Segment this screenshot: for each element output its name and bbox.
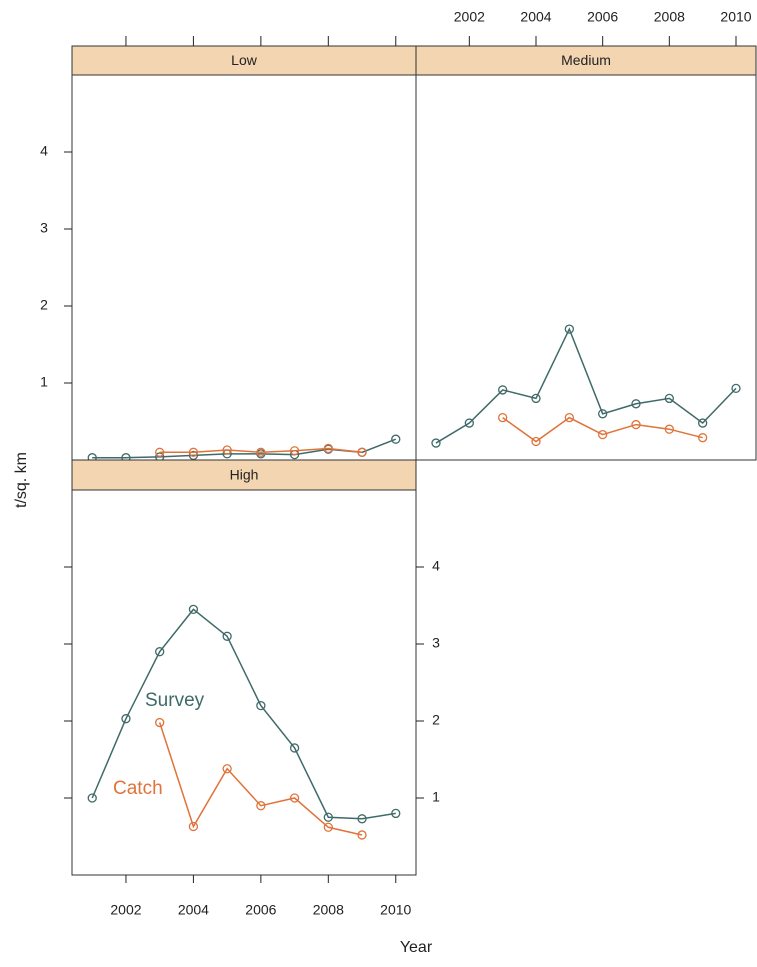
point [323,443,333,454]
point [289,793,300,803]
series-label: Catch [113,778,163,799]
point [498,412,508,423]
panel-strip [415,45,757,76]
point [531,393,541,404]
point [222,764,232,774]
point [631,399,641,409]
point [564,324,574,334]
series-line [159,447,363,454]
y-tick-label: 2 [432,712,440,728]
x-tick-label: 2010 [720,9,751,25]
x-tick-label: 2004 [520,9,551,25]
point [155,717,165,728]
point [87,793,97,803]
point [256,700,266,711]
series-line [435,327,737,444]
point [188,821,199,832]
point [431,438,441,448]
point [289,743,300,753]
point [188,447,199,457]
point [357,814,367,824]
point [531,436,541,447]
point [598,429,608,440]
series-label: Survey [145,690,205,711]
panel-strip [71,459,417,491]
point [598,409,608,419]
y-tick-label: 3 [432,635,440,651]
panel-title: Medium [561,52,611,68]
y-tick-label: 3 [40,220,48,236]
panel-title: High [230,467,259,483]
series-line [92,438,397,459]
x-tick-label: 2004 [178,902,209,918]
point [188,604,199,614]
y-axis-label: t/sq. km [13,452,30,508]
point [664,424,674,434]
x-axis-label: Year [400,939,433,956]
point [155,447,165,457]
x-tick-label: 2006 [587,9,618,25]
point [155,647,165,657]
point [188,450,199,461]
series-line [502,416,703,443]
y-tick-label: 2 [40,297,48,313]
panel-frame [71,489,417,876]
point [323,812,333,822]
point [323,822,333,832]
point [698,418,708,428]
point [289,446,300,456]
x-tick-label: 2008 [654,9,685,25]
point [664,393,674,404]
point [222,445,232,455]
x-tick-label: 2010 [380,902,411,918]
point [631,419,641,430]
point [357,447,367,457]
point [498,385,508,395]
point [731,383,741,394]
y-tick-label: 1 [40,374,48,390]
point [698,433,708,443]
point [256,801,266,811]
series-line [158,722,363,836]
x-tick-label: 2002 [110,902,141,918]
x-tick-label: 2008 [313,902,344,918]
point [391,808,401,819]
point [564,412,574,423]
x-tick-label: 2002 [454,9,485,25]
point [121,714,131,724]
y-tick-label: 4 [432,558,440,574]
panel-title: Low [231,52,258,68]
panel-frame [71,74,417,461]
x-tick-label: 2006 [245,902,276,918]
point [256,447,266,457]
y-tick-label: 4 [40,143,48,159]
point [464,418,474,428]
panel-frame [415,74,757,461]
point [391,434,401,444]
point [357,830,367,840]
y-tick-label: 1 [432,789,440,805]
series-line [91,608,396,820]
panel-strip [71,45,417,76]
point [222,631,232,641]
